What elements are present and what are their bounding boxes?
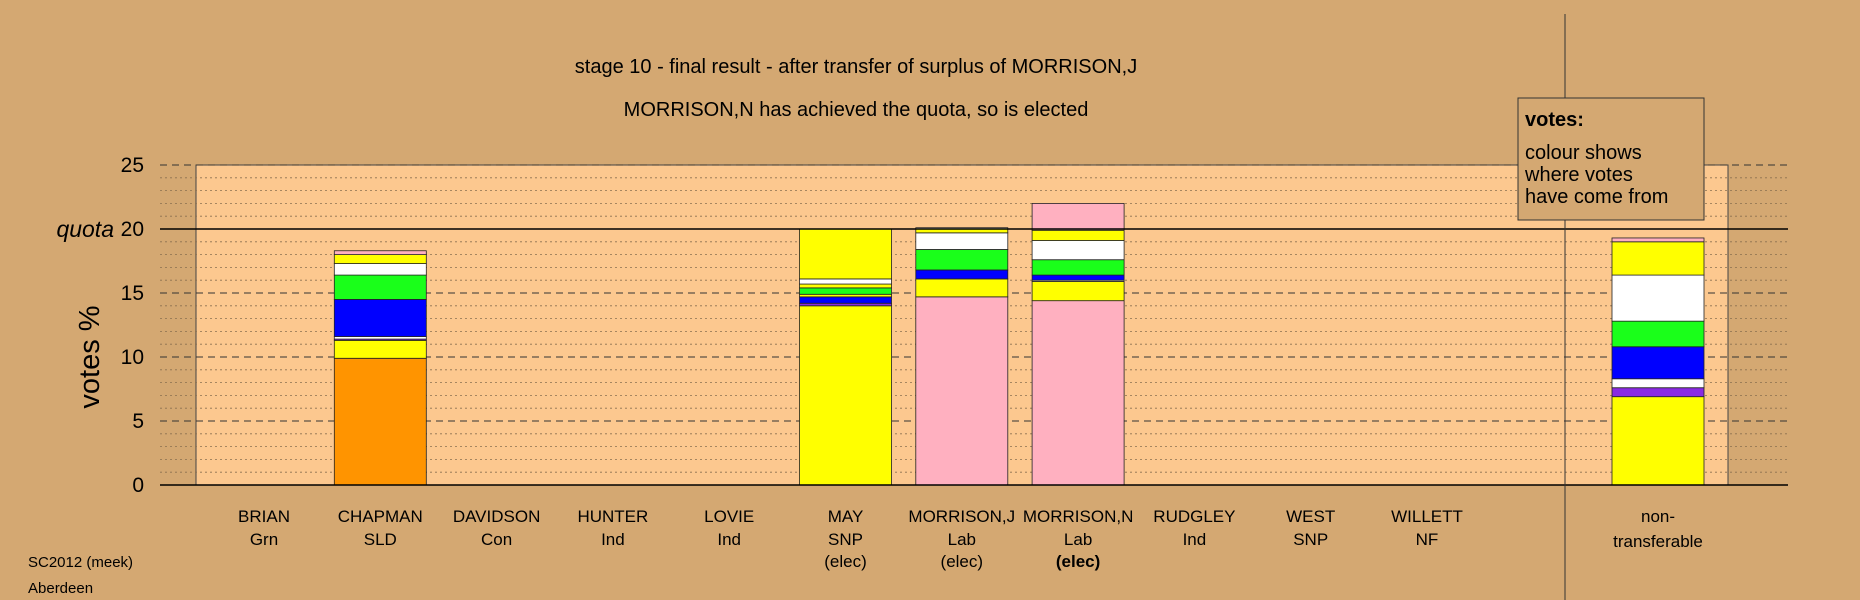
bar-segment-morrison-j [915, 296, 1009, 486]
footer-method: SC2012 (meek) [28, 554, 133, 571]
category-name2-non-transferable: transferable [1613, 532, 1703, 551]
bar-segment-morrison-n [1031, 259, 1125, 276]
bar-segment-morrison-n [1031, 202, 1125, 231]
category-status-morrison-j: (elec) [941, 552, 984, 571]
bar-segment-may [799, 278, 892, 285]
bar-segment-morrison-j [915, 249, 1009, 271]
bar-segment-may [799, 296, 892, 304]
category-status-morrison-n: (elec) [1056, 552, 1100, 571]
bar-segment-non-transferable [1611, 396, 1705, 486]
bar-segment-chapman [333, 250, 427, 255]
category-status-may: (elec) [824, 552, 867, 571]
legend-box [1517, 97, 1705, 221]
category-name-chapman: CHAPMAN [338, 507, 423, 526]
bar-segment-morrison-n [1031, 281, 1125, 302]
category-name-morrison-j: MORRISON,J [908, 507, 1015, 526]
bar-segment-morrison-j [915, 278, 1009, 298]
bar-segment-morrison-n [1031, 229, 1125, 241]
bar-segment-non-transferable [1611, 378, 1705, 389]
bar-segment-chapman [333, 357, 427, 486]
y-tick-label: 0 [132, 474, 144, 497]
category-party-rudgley: Ind [1183, 530, 1207, 549]
grid-lines [160, 164, 1788, 473]
legend-line-3: have come from [1525, 186, 1668, 208]
category-party-chapman: SLD [364, 530, 397, 549]
bar-segment-non-transferable [1611, 387, 1705, 398]
bar-segment-morrison-j [915, 232, 1009, 250]
category-name-morrison-n: MORRISON,N [1023, 507, 1134, 526]
bar-segment-morrison-n [1031, 240, 1125, 261]
category-party-may: SNP [828, 530, 863, 549]
y-tick-label: 5 [132, 410, 144, 433]
category-name-davidson: DAVIDSON [453, 507, 541, 526]
category-name-brian: BRIAN [238, 507, 290, 526]
category-party-davidson: Con [481, 530, 512, 549]
category-name-willett: WILLETT [1391, 507, 1463, 526]
category-party-brian: Grn [250, 530, 278, 549]
category-party-morrison-j: Lab [948, 530, 976, 549]
bar-segment-non-transferable [1611, 241, 1705, 276]
bar-segment-non-transferable [1611, 320, 1705, 348]
category-name-west: WEST [1286, 507, 1335, 526]
y-tick-label: 15 [121, 282, 144, 305]
bar-segment-morrison-j [915, 269, 1009, 280]
bar-segment-non-transferable [1611, 346, 1705, 380]
category-name-lovie: LOVIE [704, 507, 754, 526]
y-tick-label: 10 [121, 346, 144, 369]
category-labels: BRIAN Grn CHAPMAN SLD DAVIDSON Con HUNTER Ind LO… [238, 507, 1703, 571]
y-tick-label: 25 [121, 154, 144, 177]
bar-segment-chapman [333, 298, 427, 337]
bar-segment-may [799, 228, 892, 280]
bar-segment-morrison-n [1031, 300, 1125, 486]
bar-segment-non-transferable [1611, 237, 1705, 243]
category-name-hunter: HUNTER [577, 507, 648, 526]
category-party-hunter: Ind [601, 530, 625, 549]
category-name-non-transferable: non- [1641, 507, 1675, 526]
y-axis-label: votes % [74, 305, 106, 408]
legend-title: votes: [1525, 109, 1584, 131]
category-party-west: SNP [1293, 530, 1328, 549]
legend-line-1: colour shows [1525, 142, 1642, 164]
bar-segment-chapman [333, 339, 427, 359]
bar-segment-may [799, 305, 892, 486]
chart-title: stage 10 - final result - after transfer… [575, 56, 1137, 78]
bar-segment-non-transferable [1611, 274, 1705, 322]
bars [333, 202, 1705, 486]
bar-segment-chapman [333, 263, 427, 276]
category-name-may: MAY [828, 507, 864, 526]
bar-segment-chapman [333, 274, 427, 300]
chart-subtitle: MORRISON,N has achieved the quota, so is… [624, 99, 1089, 121]
bar-segment-morrison-n [1031, 274, 1125, 281]
y-tick-label: 20 [121, 218, 144, 241]
legend: votes: colour shows where votes have com… [1517, 97, 1705, 221]
category-name-rudgley: RUDGLEY [1153, 507, 1235, 526]
bar-segment-may [799, 287, 892, 295]
bar-segment-chapman [333, 254, 427, 264]
y-tick-labels: 0 5 10 15 20 25 [121, 154, 144, 497]
quota-label: quota [56, 216, 114, 242]
footer-ward: Aberdeen [28, 580, 93, 597]
category-party-lovie: Ind [717, 530, 741, 549]
legend-line-2: where votes [1524, 164, 1633, 186]
category-party-morrison-n: Lab [1064, 530, 1092, 549]
bar-segment-may [799, 283, 892, 289]
category-party-willett: NF [1416, 530, 1439, 549]
